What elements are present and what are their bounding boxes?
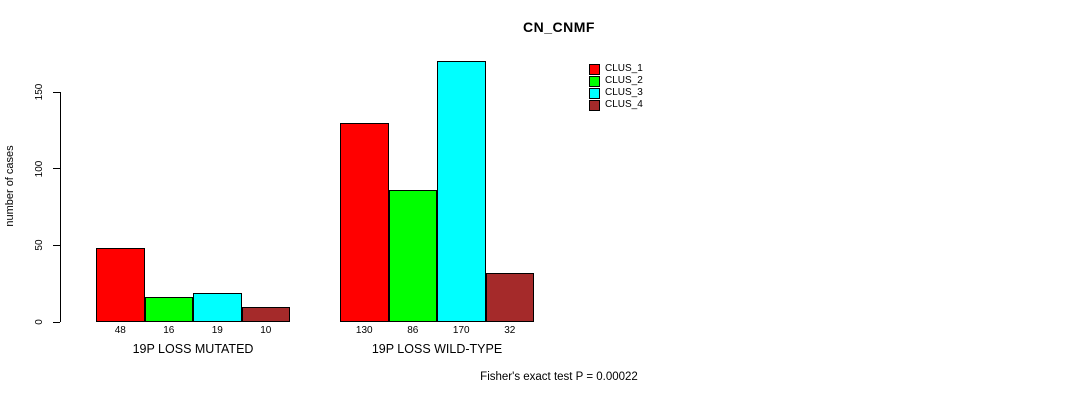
bar-clus_3-group2 <box>437 61 486 322</box>
legend: CLUS_1 CLUS_2 CLUS_3 CLUS_4 <box>589 63 643 111</box>
y-axis-tick <box>53 91 60 93</box>
chart-title: CN_CNMF <box>523 19 595 35</box>
group-label: 19P LOSS WILD-TYPE <box>371 342 503 356</box>
y-axis-tick <box>53 168 60 170</box>
legend-item-clus_2: CLUS_2 <box>589 75 643 87</box>
legend-label: CLUS_1 <box>605 63 643 74</box>
y-axis-tick <box>53 321 60 323</box>
y-axis-tick <box>53 244 60 246</box>
legend-swatch-clus_1 <box>589 63 600 75</box>
bar-value-label: 130 <box>355 325 373 336</box>
bar-value-label: 86 <box>407 325 419 336</box>
y-tick-label: 50 <box>34 239 45 251</box>
bar-clus_4-group2 <box>485 272 534 322</box>
y-axis-label: number of cases <box>4 145 16 227</box>
legend-label: CLUS_3 <box>605 87 643 98</box>
bar-value-label: 170 <box>452 325 470 336</box>
legend-swatch-clus_3 <box>589 87 600 99</box>
bar-value-label: 16 <box>163 325 175 336</box>
bar-value-label: 10 <box>260 325 272 336</box>
y-axis-line <box>60 92 61 322</box>
legend-swatch-clus_2 <box>589 75 600 87</box>
bar-value-label: 48 <box>114 325 126 336</box>
stat-annotation: Fisher's exact test P = 0.00022 <box>480 371 638 383</box>
legend-label: CLUS_4 <box>605 99 643 110</box>
bar-clus_1-group2 <box>340 122 389 322</box>
bar-value-label: 32 <box>504 325 516 336</box>
bar-clus_2-group1 <box>144 297 193 322</box>
bar-clus_4-group1 <box>241 306 290 322</box>
legend-item-clus_3: CLUS_3 <box>589 87 643 99</box>
legend-swatch-clus_4 <box>589 99 600 111</box>
bar-clus_3-group1 <box>193 292 242 322</box>
bar-value-label: 19 <box>211 325 223 336</box>
legend-label: CLUS_2 <box>605 75 643 86</box>
y-tick-label: 150 <box>34 83 45 101</box>
legend-item-clus_4: CLUS_4 <box>589 99 643 111</box>
bar-clus_1-group1 <box>96 248 145 322</box>
legend-item-clus_1: CLUS_1 <box>589 63 643 75</box>
y-tick-label: 0 <box>34 319 45 325</box>
y-tick-label: 100 <box>34 160 45 177</box>
group-label: 19P LOSS MUTATED <box>132 342 254 356</box>
bar-clus_2-group2 <box>388 190 437 322</box>
